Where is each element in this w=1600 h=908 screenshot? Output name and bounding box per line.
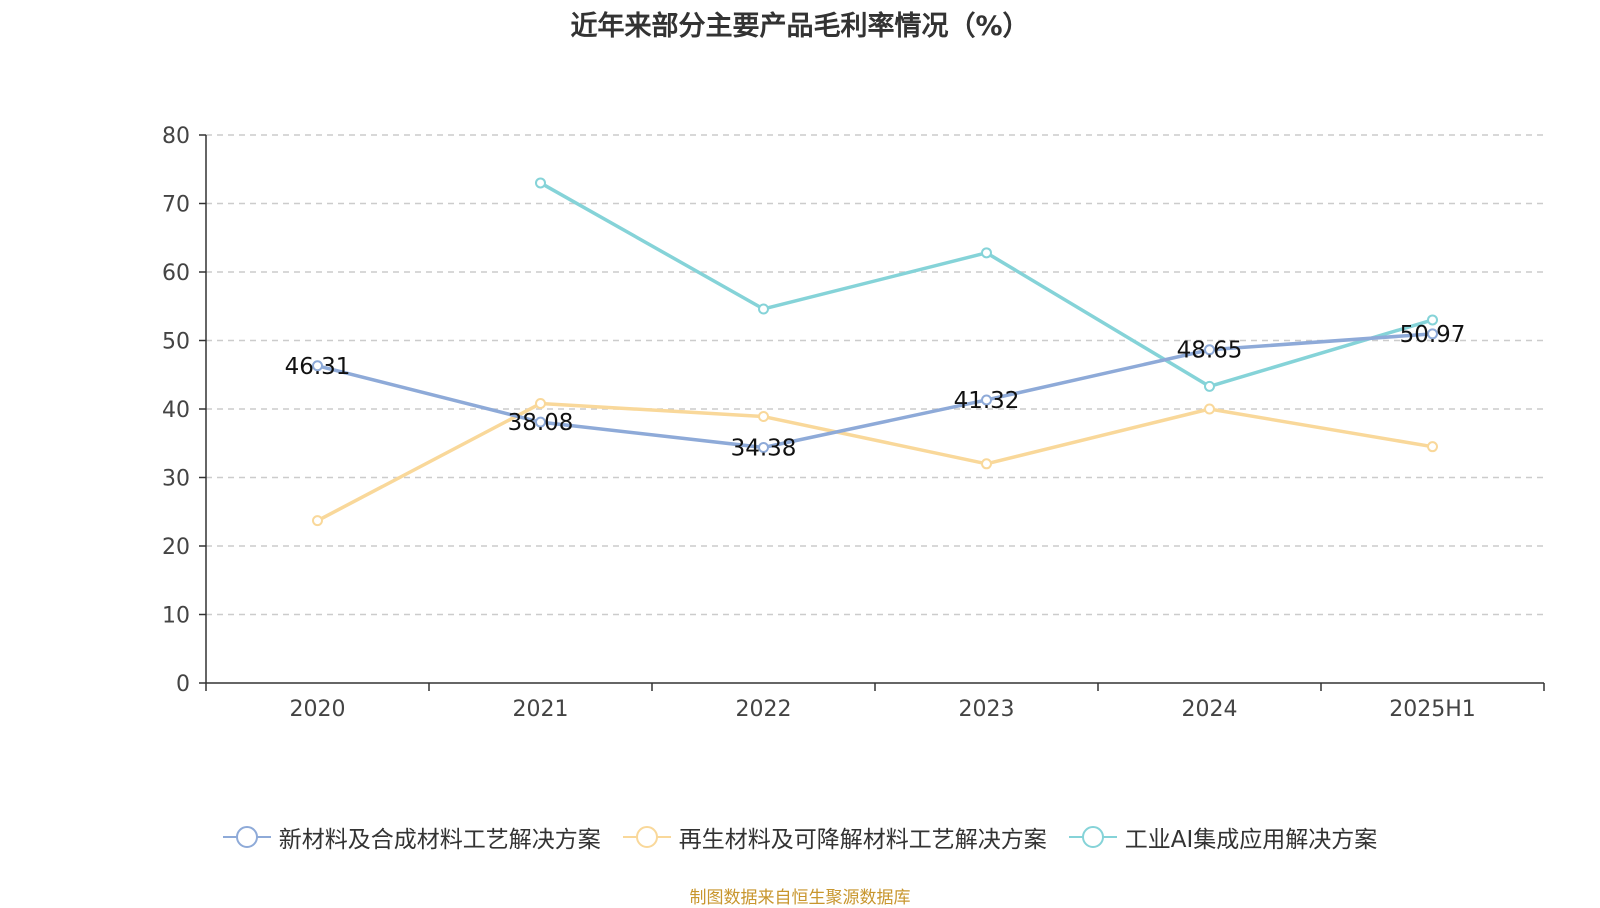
x-tick-label: 2023 <box>959 697 1015 722</box>
y-tick-label: 60 <box>162 261 190 286</box>
chart-title: 近年来部分主要产品毛利率情况（%） <box>570 11 1030 42</box>
data-point <box>758 303 769 315</box>
y-tick-label: 70 <box>162 193 190 218</box>
axes: 0 10 20 30 40 50 60 70 80 2020 2021 2022 2023 2024 202… <box>162 124 1545 722</box>
x-tick-label: 2021 <box>513 697 569 722</box>
legend-swatch <box>1068 825 1117 849</box>
data-label: 38.08 <box>508 410 574 436</box>
x-tick-label: 2024 <box>1182 697 1238 722</box>
legend-item[interactable]: 再生材料及可降解材料工艺解决方案 <box>622 820 1047 854</box>
y-tick-label: 20 <box>162 535 190 560</box>
data-label: 48.65 <box>1177 338 1243 364</box>
data-point <box>1427 441 1438 453</box>
y-tick-label: 30 <box>162 467 190 492</box>
data-point <box>312 360 323 372</box>
legend-item[interactable]: 新材料及合成材料工艺解决方案 <box>222 820 601 854</box>
data-label: 46.31 <box>285 354 351 380</box>
data-point <box>312 515 323 527</box>
x-tick-label: 2025H1 <box>1389 697 1476 722</box>
data-labels: 46.31 38.08 34.38 41.32 48.65 50.97 <box>285 322 1466 462</box>
legend-label: 再生材料及可降解材料工艺解决方案 <box>678 827 1047 853</box>
data-point <box>1204 380 1215 392</box>
legend-label: 工业AI集成应用解决方案 <box>1124 827 1378 853</box>
legend: 新材料及合成材料工艺解决方案 再生材料及可降解材料工艺解决方案 工业AI集成应用解决… <box>0 820 1600 854</box>
data-label: 41.32 <box>954 388 1020 414</box>
data-point <box>535 398 546 410</box>
x-tick-label: 2022 <box>736 697 792 722</box>
data-point <box>1427 314 1438 326</box>
y-tick-label: 0 <box>176 672 190 697</box>
series <box>312 177 1438 527</box>
y-tick-label: 50 <box>162 330 190 355</box>
data-point <box>758 441 769 453</box>
y-tick-label: 10 <box>162 604 190 629</box>
series-line <box>539 181 1433 389</box>
source-note: 制图数据来自恒生聚源数据库 <box>689 888 911 908</box>
data-label: 50.97 <box>1400 322 1466 348</box>
data-point <box>758 411 769 423</box>
grid-lines <box>206 134 1544 616</box>
data-point <box>981 394 992 406</box>
data-point <box>1204 403 1215 415</box>
y-tick-label: 80 <box>162 124 190 149</box>
series-line <box>317 332 1433 450</box>
data-point <box>535 177 546 189</box>
series-line <box>316 401 1433 523</box>
data-point <box>1427 328 1438 340</box>
data-label: 34.38 <box>731 435 797 461</box>
legend-swatch <box>222 825 271 849</box>
x-tick-label: 2020 <box>290 697 346 722</box>
y-tick-label: 40 <box>162 398 190 423</box>
data-point <box>535 416 546 428</box>
data-point <box>1204 344 1215 356</box>
legend-swatch <box>622 825 671 849</box>
data-point <box>981 247 992 259</box>
legend-label: 新材料及合成材料工艺解决方案 <box>278 827 601 853</box>
data-point <box>981 458 992 470</box>
legend-item[interactable]: 工业AI集成应用解决方案 <box>1068 820 1378 854</box>
